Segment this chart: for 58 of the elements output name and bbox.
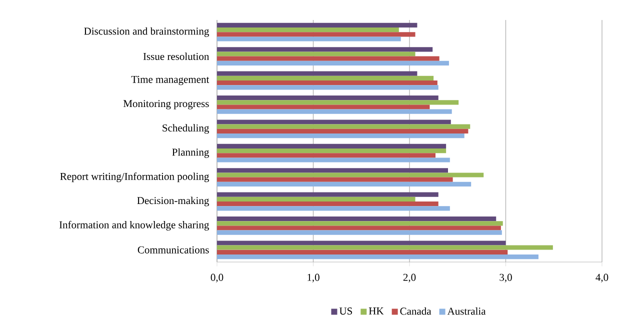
bar — [217, 148, 446, 154]
bar — [217, 76, 434, 80]
bar — [217, 172, 484, 178]
x-tick-label: 4,0 — [596, 274, 608, 282]
y-tick-label: Communications — [138, 246, 209, 254]
bar — [217, 22, 418, 28]
y-tick-label: Discussion and brainstorming — [84, 27, 210, 37]
bar — [217, 36, 401, 42]
bar — [217, 71, 418, 76]
legend-label: US — [339, 308, 352, 315]
y-tick-label: Scheduling — [162, 124, 210, 134]
bar — [217, 192, 438, 197]
bar — [217, 28, 399, 32]
bar — [217, 153, 436, 158]
bar — [217, 32, 416, 37]
x-tick-label: 2,0 — [403, 274, 416, 282]
bar — [217, 226, 501, 230]
bar — [217, 80, 438, 86]
bar — [217, 128, 468, 134]
bar — [217, 56, 440, 61]
bar — [217, 124, 470, 129]
y-tick-label: Information and knowledge sharing — [59, 220, 210, 231]
y-tick-label: Decision-making — [137, 196, 210, 206]
bar — [217, 182, 472, 187]
y-tick-label: Time management — [131, 76, 210, 86]
bar — [217, 109, 452, 114]
bar — [217, 47, 433, 52]
bar — [217, 158, 450, 162]
y-tick-label: Issue resolution — [143, 52, 210, 60]
x-tick-label: 3,0 — [500, 274, 512, 282]
bar — [217, 120, 451, 124]
bar — [217, 104, 430, 110]
y-tick-label: Report writing/Information pooling — [60, 172, 210, 182]
bar — [217, 216, 496, 222]
bar — [217, 168, 448, 173]
x-tick-label: 0,0 — [210, 274, 224, 282]
bar — [217, 177, 453, 182]
bar — [217, 250, 508, 254]
legend-label: Canada — [400, 307, 432, 315]
bar — [217, 52, 416, 56]
bar — [217, 240, 506, 246]
bar — [217, 60, 449, 66]
bar — [217, 221, 503, 226]
bar — [217, 134, 464, 138]
bar — [217, 254, 538, 260]
bar — [217, 206, 450, 211]
bar — [217, 144, 446, 148]
legend-label: HK — [368, 308, 384, 314]
x-tick-label: 1,0 — [308, 274, 320, 282]
y-tick-label: Monitoring progress — [123, 100, 209, 110]
bar — [217, 196, 416, 202]
bar — [217, 96, 438, 100]
legend-label: Australia — [447, 307, 486, 315]
bar — [217, 100, 459, 105]
bar — [217, 202, 438, 206]
bar — [217, 230, 502, 235]
bar — [217, 85, 438, 90]
y-tick-label: Planning — [172, 148, 210, 158]
